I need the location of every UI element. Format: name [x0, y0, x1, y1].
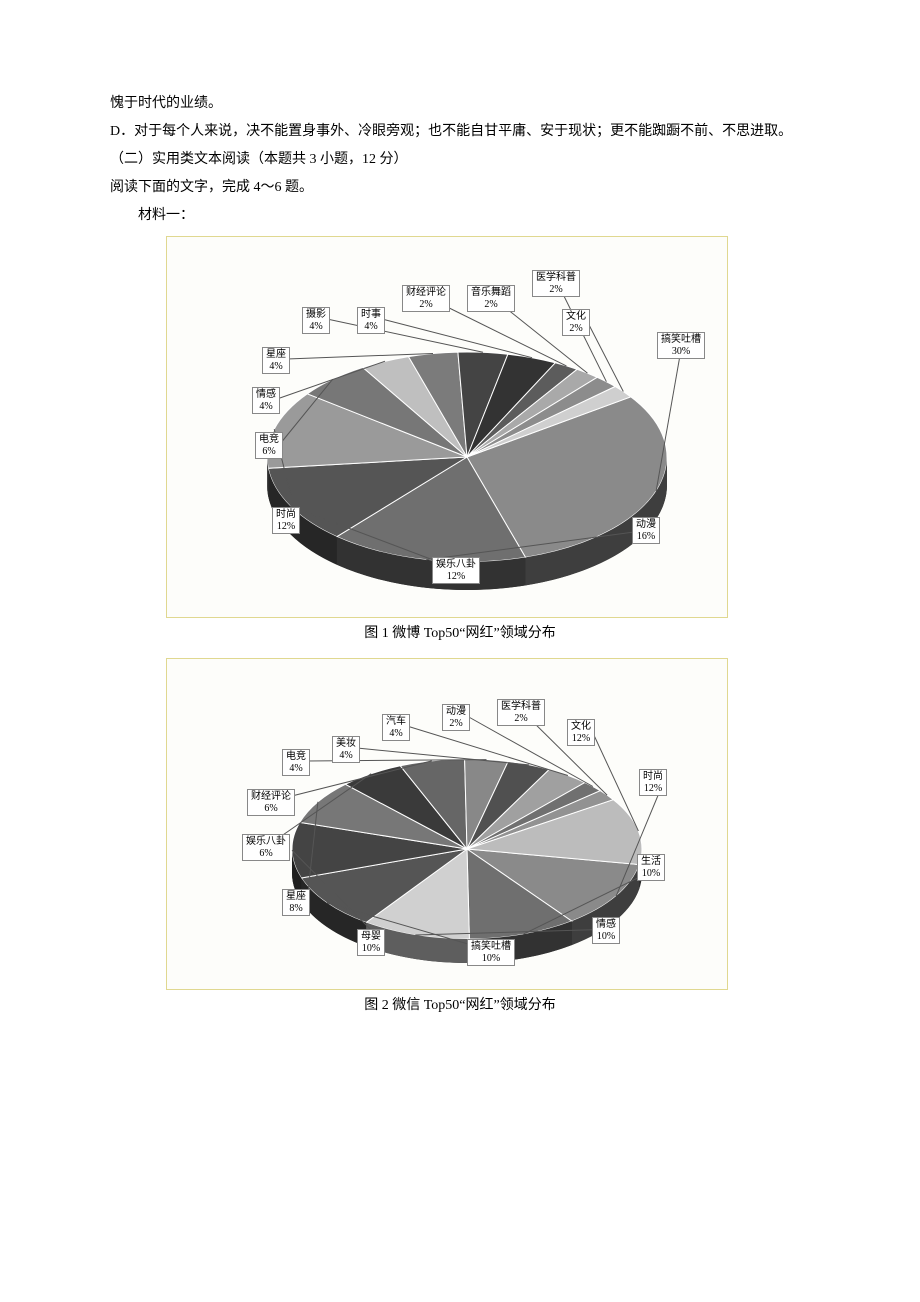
chart2-label: 文化12%	[567, 719, 595, 746]
body-line-option-d: D．对于每个人来说，决不能置身事外、冷眼旁观；也不能自甘平庸、安于现状；更不能踟…	[110, 118, 810, 146]
chart2-label: 动漫2%	[442, 704, 470, 731]
chart1-label: 动漫16%	[632, 517, 660, 544]
material-heading: 材料一：	[110, 202, 810, 230]
chart1-label: 搞笑吐槽30%	[657, 332, 705, 359]
section-heading: （二）实用类文本阅读（本题共 3 小题，12 分）	[110, 146, 810, 174]
chart2-label: 娱乐八卦6%	[242, 834, 290, 861]
chart1-label: 娱乐八卦12%	[432, 557, 480, 584]
chart2-label: 美妆4%	[332, 736, 360, 763]
chart-1-weibo-pie: 搞笑吐槽30% 动漫16% 娱乐八卦12% 时尚12% 电竞6% 情感4% 星座4% 摄影4%…	[166, 236, 728, 618]
chart-2-caption: 图 2 微信 Top50“网红”领域分布	[110, 992, 810, 1020]
chart1-label: 星座4%	[262, 347, 290, 374]
chart2-label: 医学科普2%	[497, 699, 545, 726]
chart2-label: 星座8%	[282, 889, 310, 916]
chart1-label: 医学科普2%	[532, 270, 580, 297]
chart2-label: 汽车4%	[382, 714, 410, 741]
chart1-label: 文化2%	[562, 309, 590, 336]
chart2-label: 生活10%	[637, 854, 665, 881]
chart1-label: 财经评论2%	[402, 285, 450, 312]
chart2-label: 时尚12%	[639, 769, 667, 796]
chart-1-caption: 图 1 微博 Top50“网红”领域分布	[110, 620, 810, 648]
body-line-1: 愧于时代的业绩。	[110, 90, 810, 118]
instruction-line: 阅读下面的文字，完成 4～6 题。	[110, 174, 810, 202]
chart1-label: 音乐舞蹈2%	[467, 285, 515, 312]
chart1-label: 情感4%	[252, 387, 280, 414]
chart2-label: 电竞4%	[282, 749, 310, 776]
chart2-label: 母婴10%	[357, 929, 385, 956]
page: 愧于时代的业绩。 D．对于每个人来说，决不能置身事外、冷眼旁观；也不能自甘平庸、…	[0, 0, 920, 1070]
chart-2-wechat-pie: 时尚12% 生活10% 情感10% 搞笑吐槽10% 母婴10% 星座8% 娱乐八卦6% 财经评…	[166, 658, 728, 990]
chart2-label: 情感10%	[592, 917, 620, 944]
chart1-label: 时尚12%	[272, 507, 300, 534]
chart1-label: 摄影4%	[302, 307, 330, 334]
chart1-label: 时事4%	[357, 307, 385, 334]
chart1-label: 电竞6%	[255, 432, 283, 459]
chart2-label: 财经评论6%	[247, 789, 295, 816]
chart2-label: 搞笑吐槽10%	[467, 939, 515, 966]
